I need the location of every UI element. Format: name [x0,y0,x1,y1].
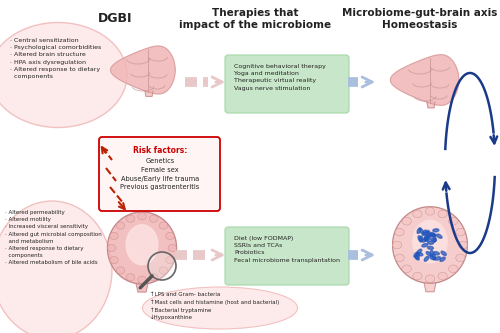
Ellipse shape [417,228,421,233]
Text: Diet (low FODMAP)
SSRIs and TCAs
Probiotics
Fecal microbiome transplantation: Diet (low FODMAP) SSRIs and TCAs Probiot… [234,236,340,263]
Ellipse shape [427,230,430,236]
Ellipse shape [432,254,436,260]
Ellipse shape [159,222,168,229]
Text: Therapies that
impact of the microbiome: Therapies that impact of the microbiome [179,8,331,30]
Text: Microbiome-gut-brain axis
Homeostasis: Microbiome-gut-brain axis Homeostasis [342,8,498,30]
Circle shape [148,252,176,280]
Ellipse shape [430,256,436,259]
FancyBboxPatch shape [225,227,349,285]
Ellipse shape [150,215,158,222]
Ellipse shape [433,229,439,232]
FancyBboxPatch shape [99,137,220,211]
Ellipse shape [126,215,134,222]
Ellipse shape [456,254,465,262]
FancyBboxPatch shape [225,55,349,113]
Ellipse shape [448,265,458,273]
Ellipse shape [0,201,112,333]
Ellipse shape [428,241,434,244]
Ellipse shape [422,243,428,247]
Ellipse shape [412,272,422,280]
Text: ↑LPS and Gram- bacteria
↑Mast cells and histamine (host and bacterial)
↑Bacteria: ↑LPS and Gram- bacteria ↑Mast cells and … [150,292,279,320]
Ellipse shape [420,236,422,242]
Ellipse shape [414,252,418,257]
Ellipse shape [424,235,428,241]
Ellipse shape [159,267,168,274]
Ellipse shape [426,275,434,282]
Ellipse shape [150,274,158,281]
Text: Cognitive behavioral therapy
Yoga and meditation
Therapeutic virtual reality
Vag: Cognitive behavioral therapy Yoga and me… [234,64,326,91]
Polygon shape [424,282,436,292]
Ellipse shape [435,257,440,260]
Ellipse shape [417,253,423,256]
Ellipse shape [116,222,125,229]
Ellipse shape [430,238,436,241]
Ellipse shape [110,256,118,264]
Polygon shape [390,55,459,105]
Ellipse shape [434,252,440,255]
Ellipse shape [422,237,427,242]
Ellipse shape [116,267,125,274]
Ellipse shape [426,207,434,215]
Ellipse shape [423,231,429,235]
Ellipse shape [416,253,420,259]
Ellipse shape [166,232,174,239]
Polygon shape [145,91,153,96]
Ellipse shape [414,255,420,260]
Ellipse shape [430,233,436,236]
Ellipse shape [456,228,465,236]
Text: DGBI: DGBI [98,12,132,25]
Ellipse shape [422,230,426,235]
Polygon shape [427,102,435,108]
Ellipse shape [428,234,434,237]
Ellipse shape [430,250,433,256]
Ellipse shape [424,256,429,261]
Ellipse shape [108,244,116,252]
Ellipse shape [395,228,404,236]
Polygon shape [392,207,468,283]
Ellipse shape [395,254,404,262]
Polygon shape [126,225,158,265]
Ellipse shape [428,246,434,249]
Text: Genetics
Female sex
Abuse/Early life trauma
Previous gastroenteritis: Genetics Female sex Abuse/Early life tra… [120,158,200,190]
Ellipse shape [458,241,468,249]
Ellipse shape [166,256,174,264]
Ellipse shape [438,210,448,218]
Text: · Central sensitization
· Psychological comorbidities
· Altered brain structure
: · Central sensitization · Psychological … [10,38,101,79]
Polygon shape [413,220,447,263]
Ellipse shape [126,274,134,281]
Text: Risk factors:: Risk factors: [133,146,187,155]
Ellipse shape [418,236,422,241]
Ellipse shape [448,217,458,225]
Ellipse shape [438,272,448,280]
Polygon shape [136,283,148,292]
Ellipse shape [138,213,146,220]
Ellipse shape [402,265,411,273]
Ellipse shape [168,244,176,252]
Ellipse shape [420,228,424,234]
Ellipse shape [433,236,436,242]
Ellipse shape [440,257,445,261]
Ellipse shape [436,234,442,238]
Ellipse shape [142,287,298,329]
Ellipse shape [412,210,422,218]
Polygon shape [110,46,175,94]
Ellipse shape [424,236,430,240]
Ellipse shape [110,232,118,239]
Ellipse shape [417,249,422,254]
Text: · Altered permeability
· Altered motility
· Increased visceral sensitivity
· Alt: · Altered permeability · Altered motilit… [5,210,102,265]
Ellipse shape [441,251,446,255]
Ellipse shape [426,252,432,256]
Ellipse shape [430,232,436,236]
Ellipse shape [0,23,127,128]
Ellipse shape [426,236,430,241]
Ellipse shape [392,241,402,249]
Polygon shape [108,212,176,284]
Ellipse shape [138,276,146,283]
Ellipse shape [402,217,411,225]
